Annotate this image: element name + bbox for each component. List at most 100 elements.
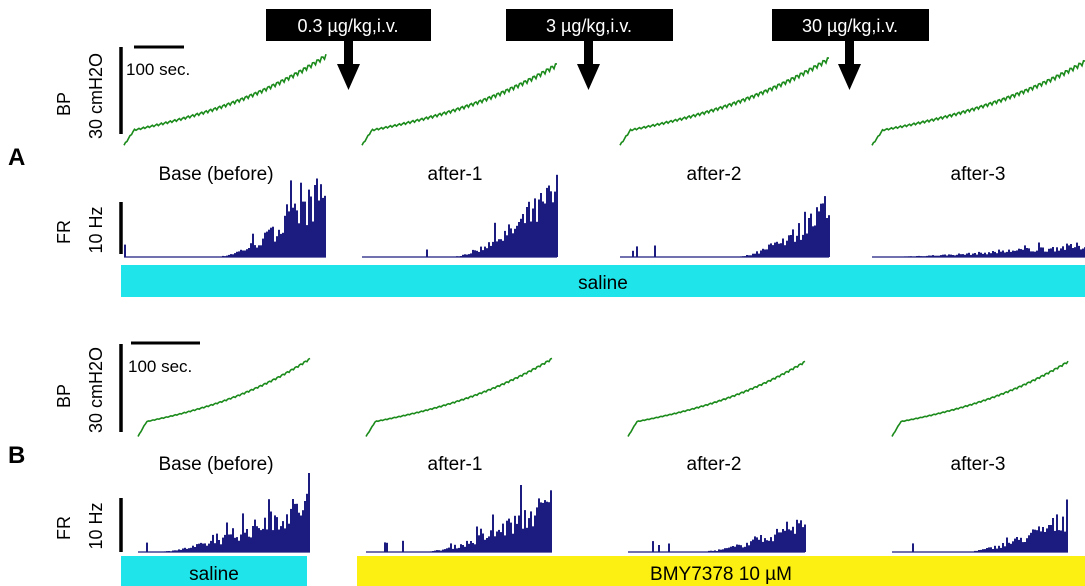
fr-bar bbox=[462, 254, 464, 257]
fr-bar bbox=[190, 547, 192, 552]
fr-bar bbox=[1000, 547, 1002, 552]
fr-bar bbox=[254, 245, 256, 257]
fr-bar bbox=[930, 255, 932, 257]
fr-bar bbox=[742, 547, 744, 552]
fr-bar bbox=[508, 518, 510, 552]
fr-bar bbox=[232, 254, 234, 257]
fr-bar bbox=[794, 241, 796, 257]
fr-bar bbox=[530, 221, 532, 257]
fr-bar bbox=[168, 551, 170, 552]
fr-bar bbox=[196, 544, 198, 552]
fr-bar bbox=[1028, 535, 1030, 552]
fr-bar bbox=[500, 532, 502, 552]
fr-bar bbox=[922, 256, 924, 257]
fr-bar bbox=[456, 256, 458, 257]
fr-bar bbox=[214, 543, 216, 552]
fr-bar bbox=[454, 544, 456, 552]
fr-bar bbox=[502, 240, 504, 257]
fr-histograms bbox=[138, 473, 1068, 553]
fr-bar bbox=[974, 253, 976, 257]
fr-bar bbox=[636, 246, 638, 257]
fr-bar bbox=[528, 201, 530, 257]
fr-bar bbox=[998, 249, 1000, 257]
fr-bar bbox=[910, 256, 912, 257]
fr-bar bbox=[794, 533, 796, 552]
fr-bar bbox=[818, 211, 820, 257]
fr-bar bbox=[1038, 526, 1040, 552]
fr-bar bbox=[482, 533, 484, 552]
segment-label-after-1: after-1 bbox=[428, 454, 483, 475]
fr-bar bbox=[288, 523, 290, 552]
fr-bar bbox=[932, 255, 934, 257]
fr-bar bbox=[992, 251, 994, 257]
fr-bar bbox=[1004, 546, 1006, 552]
fr-bar bbox=[546, 187, 548, 257]
fr-bar bbox=[1034, 251, 1036, 257]
fr-bar bbox=[1066, 499, 1068, 552]
fr-bar bbox=[166, 551, 168, 552]
fr-bar bbox=[176, 550, 178, 552]
fr-bar bbox=[282, 232, 284, 257]
fr-bar bbox=[508, 224, 510, 257]
fr-bar bbox=[1024, 245, 1026, 257]
fr-bar bbox=[1002, 543, 1004, 552]
fr-bar bbox=[186, 548, 188, 552]
fr-bar bbox=[944, 254, 946, 257]
fr-bar bbox=[242, 513, 244, 552]
segment-label-after-2: after-2 bbox=[687, 454, 742, 475]
fr-bar bbox=[954, 255, 956, 257]
fr-bar bbox=[182, 548, 184, 552]
time-scale-label: 100 sec. bbox=[126, 60, 190, 79]
fr-bar bbox=[268, 229, 270, 257]
fr-bar bbox=[912, 256, 914, 257]
fr-bar bbox=[766, 540, 768, 552]
fr-bar bbox=[550, 490, 552, 552]
bp-axis-name: BP bbox=[54, 384, 74, 408]
fr-bar bbox=[460, 256, 462, 257]
fr-bar bbox=[784, 245, 786, 257]
fr-bar bbox=[482, 250, 484, 257]
fr-bar bbox=[1032, 529, 1034, 552]
fr-bar bbox=[814, 225, 816, 257]
fr-bar bbox=[790, 530, 792, 552]
fr-bar bbox=[426, 249, 428, 257]
fr-bar bbox=[1042, 527, 1044, 552]
fr-bar bbox=[470, 253, 472, 257]
fr-bar bbox=[1034, 529, 1036, 552]
fr-bar bbox=[788, 235, 790, 257]
segment-label-base: Base (before) bbox=[158, 164, 273, 185]
fr-bar bbox=[1024, 542, 1026, 552]
fr-bar bbox=[498, 239, 500, 257]
fr-bar bbox=[784, 530, 786, 552]
bp-trace-base bbox=[137, 357, 311, 437]
fr-bar bbox=[990, 253, 992, 257]
fr-bar bbox=[1050, 525, 1052, 552]
fr-bar bbox=[256, 526, 258, 552]
fr-bar bbox=[520, 485, 522, 552]
fr-bar bbox=[284, 528, 286, 552]
fr-bar bbox=[494, 222, 496, 257]
fr-bar bbox=[938, 255, 940, 257]
fr-bar bbox=[146, 542, 148, 552]
fr-bar bbox=[1052, 247, 1054, 257]
fr-bar bbox=[456, 548, 458, 552]
fr-bar bbox=[1010, 251, 1012, 257]
fr-bar bbox=[234, 253, 236, 257]
fr-bar bbox=[522, 214, 524, 257]
panel-label-a: A bbox=[8, 144, 25, 171]
fr-bar bbox=[276, 236, 278, 257]
fr-bar bbox=[498, 529, 500, 552]
fr-bar bbox=[452, 548, 454, 552]
fr-bar bbox=[994, 251, 996, 257]
fr-bar bbox=[758, 539, 760, 552]
fr-bar bbox=[270, 511, 272, 552]
dose-arrow bbox=[838, 41, 861, 90]
fr-bar bbox=[770, 243, 772, 257]
fr-bar bbox=[294, 503, 296, 552]
fr-bar bbox=[448, 547, 450, 552]
fr-bar bbox=[1012, 541, 1014, 552]
fr-bar bbox=[538, 199, 540, 257]
fr-bar bbox=[278, 229, 280, 257]
fr-bar bbox=[752, 539, 754, 552]
fr-bar bbox=[980, 549, 982, 552]
